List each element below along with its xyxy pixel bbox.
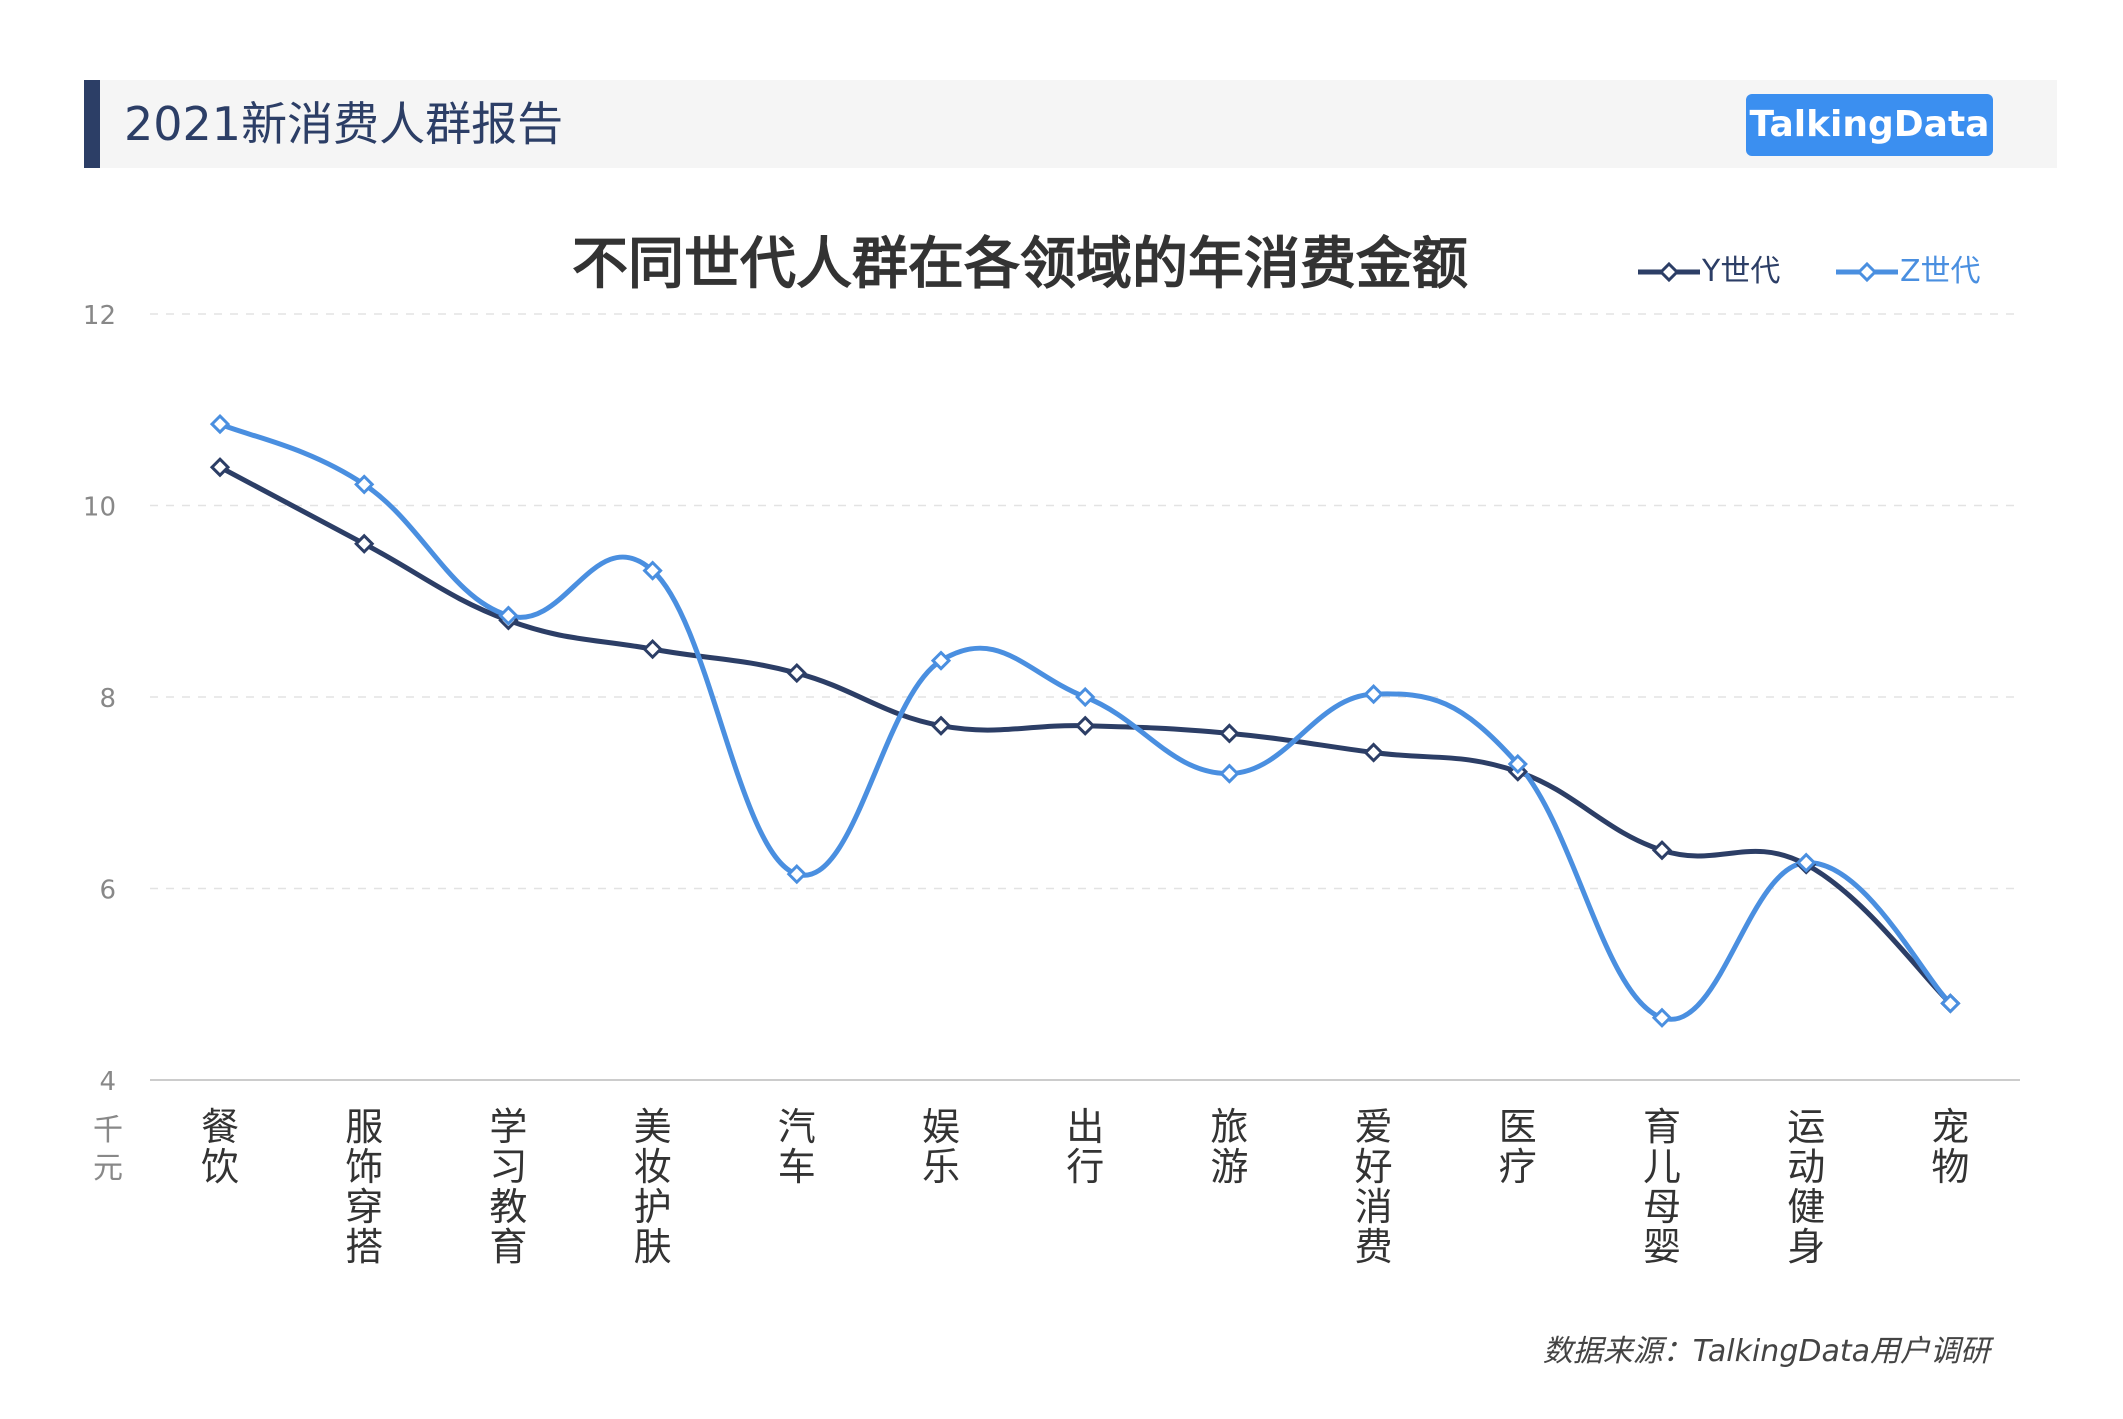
data-point-series-1 <box>642 639 663 660</box>
legend-item-series-2: Z世代 <box>1834 250 1981 294</box>
data-point-series-2 <box>1219 763 1240 784</box>
data-point-series-2 <box>1507 753 1528 775</box>
y-tick-label: 8 <box>99 684 116 714</box>
x-category-label: 出行 <box>1066 1105 1104 1189</box>
chart-title: 不同世代人群在各领域的年消费金额 <box>572 232 1468 297</box>
y-tick-label: 4 <box>99 1067 116 1097</box>
data-point-series-2 <box>1363 684 1384 705</box>
data-point-series-2 <box>1075 686 1096 708</box>
legend-label-series-1: Y世代 <box>1702 254 1781 289</box>
data-source-note: 数据来源：TalkingData用户调研 <box>1542 1334 1990 1369</box>
data-point-series-2 <box>1940 993 1961 1014</box>
data-point-series-2 <box>930 650 952 671</box>
x-category-label: 育儿母婴 <box>1643 1105 1681 1269</box>
x-category-label: 服饰穿搭 <box>345 1105 383 1269</box>
x-category-label: 娱乐 <box>922 1105 960 1189</box>
brand-logo: TalkingData <box>1746 94 1993 156</box>
x-category-label: 医疗 <box>1499 1105 1537 1189</box>
data-point-series-2 <box>209 413 231 435</box>
header-band <box>84 80 2057 168</box>
x-category-label: 旅游 <box>1210 1105 1248 1189</box>
data-point-series-1 <box>1219 723 1240 744</box>
legend-swatch-series-1 <box>1636 250 1702 294</box>
data-point-series-1 <box>354 533 375 554</box>
data-point-series-1 <box>786 662 807 684</box>
x-category-label: 美妆护肤 <box>634 1105 672 1269</box>
x-category-label: 学习教育 <box>489 1105 527 1269</box>
data-point-series-1 <box>930 715 952 736</box>
data-point-series-1 <box>209 457 231 478</box>
data-point-series-2 <box>498 605 519 626</box>
y-axis-unit-label: 千元 <box>93 1113 123 1186</box>
data-point-series-2 <box>1651 1007 1673 1028</box>
header-accent-bar <box>84 80 100 168</box>
y-tick-label: 10 <box>83 493 116 523</box>
legend-label-series-2: Z世代 <box>1900 254 1981 289</box>
y-tick-label: 6 <box>99 876 116 906</box>
data-point-series-1 <box>1075 715 1096 736</box>
x-category-label: 餐饮 <box>201 1105 239 1189</box>
data-point-series-2 <box>354 474 375 495</box>
data-point-series-1 <box>1651 840 1673 861</box>
legend-item-series-1: Y世代 <box>1636 250 1780 294</box>
x-category-label: 爱好消费 <box>1355 1105 1393 1269</box>
x-category-label: 宠物 <box>1931 1105 1969 1189</box>
data-point-series-1 <box>1363 742 1384 763</box>
x-category-label: 汽车 <box>778 1105 816 1189</box>
legend-swatch-series-2 <box>1834 250 1900 294</box>
data-point-series-2 <box>1796 852 1817 873</box>
report-title: 2021新消费人群报告 <box>124 97 564 151</box>
data-point-series-2 <box>786 864 807 885</box>
data-point-series-2 <box>642 560 663 581</box>
y-tick-label: 12 <box>83 301 116 331</box>
x-category-label: 运动健身 <box>1787 1105 1825 1269</box>
